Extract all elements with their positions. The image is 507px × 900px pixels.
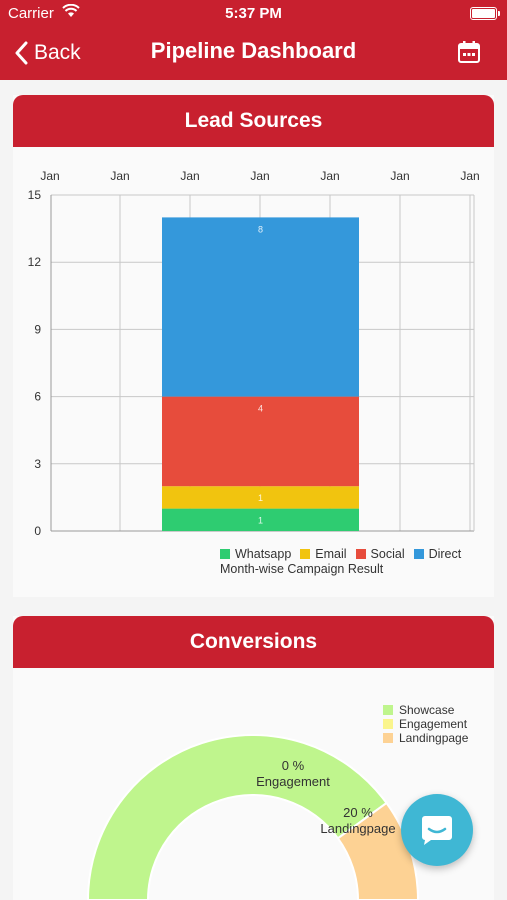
bar-segment-whatsapp bbox=[162, 508, 359, 531]
carrier-label: Carrier bbox=[8, 5, 54, 22]
bar-legend: Whatsapp Email Social Direct Month-wise Cam… bbox=[220, 547, 470, 576]
legend-item: Social bbox=[355, 547, 405, 561]
legend-item: Email bbox=[300, 547, 347, 561]
chat-button[interactable] bbox=[401, 794, 473, 866]
y-tick-label: 15 bbox=[28, 188, 42, 202]
legend-label: Showcase bbox=[399, 703, 455, 717]
y-tick-label: 12 bbox=[28, 255, 42, 269]
x-tick-label: Jan bbox=[40, 169, 59, 183]
chart-description: Month-wise Campaign Result bbox=[220, 562, 384, 576]
calendar-icon bbox=[458, 41, 480, 63]
x-tick-label: Jan bbox=[460, 169, 479, 183]
legend-swatch bbox=[383, 733, 393, 743]
pie-legend: Showcase Engagement Landingpage bbox=[383, 703, 468, 745]
x-tick-label: Jan bbox=[110, 169, 129, 183]
y-tick-label: 6 bbox=[34, 390, 41, 404]
conversions-chart: Showcase Engagement Landingpage 0 % Engage… bbox=[13, 668, 494, 900]
back-label: Back bbox=[34, 41, 81, 64]
legend-swatch bbox=[300, 549, 311, 559]
conversions-card: Conversions bbox=[13, 616, 494, 668]
x-tick-label: Jan bbox=[320, 169, 339, 183]
bar-value-label: 1 bbox=[258, 516, 263, 526]
y-tick-label: 3 bbox=[34, 457, 41, 471]
legend-swatch bbox=[383, 719, 393, 729]
bar-segment-direct bbox=[162, 217, 359, 397]
pie-legend-item: Engagement bbox=[383, 717, 468, 731]
y-tick-label: 0 bbox=[34, 524, 41, 538]
pie-slice-showcase bbox=[86, 734, 388, 900]
landingpage-slice-label: 20 % Landingpage bbox=[320, 805, 396, 836]
legend-label: Social bbox=[370, 547, 405, 561]
lead-sources-header: Lead Sources bbox=[13, 95, 494, 147]
x-tick-label: Jan bbox=[250, 169, 269, 183]
legend-swatch bbox=[383, 705, 393, 715]
app-header: Carrier 5:37 PM Back Pipeline Dashboard bbox=[0, 0, 507, 80]
pie-legend-item: Landingpage bbox=[383, 731, 468, 745]
calendar-button[interactable] bbox=[457, 40, 481, 69]
bar-value-label: 8 bbox=[258, 224, 263, 234]
legend-item: Direct bbox=[413, 547, 462, 561]
status-time: 5:37 PM bbox=[225, 5, 282, 22]
bar-value-label: 1 bbox=[258, 493, 263, 503]
bar-segment-email bbox=[162, 486, 359, 509]
legend-label: Landingpage bbox=[399, 731, 469, 745]
legend-label: Whatsapp bbox=[235, 547, 292, 561]
lead-sources-chart: 0 3 6 9 12 15 Jan Jan Jan Jan Jan Jan Jan 1 1 4 8 Whatsa… bbox=[13, 147, 494, 597]
x-tick-label: Jan bbox=[390, 169, 409, 183]
bar-segment-social bbox=[162, 396, 359, 487]
pie-legend-item: Showcase bbox=[383, 703, 468, 717]
battery-icon bbox=[470, 7, 500, 20]
legend-swatch bbox=[355, 549, 366, 559]
page-title: Pipeline Dashboard bbox=[150, 38, 357, 63]
engagement-slice-label: 0 % Engagement bbox=[256, 758, 330, 789]
conversions-header: Conversions bbox=[13, 616, 494, 668]
chat-icon bbox=[422, 816, 452, 845]
back-button[interactable]: Back bbox=[14, 36, 81, 70]
y-tick-label: 9 bbox=[34, 322, 41, 336]
legend-swatch bbox=[413, 549, 424, 559]
wifi-icon bbox=[62, 3, 80, 22]
lead-sources-card: Lead Sources bbox=[13, 95, 494, 147]
legend-label: Engagement bbox=[399, 717, 468, 731]
stacked-bar-chart: 0 3 6 9 12 15 Jan Jan Jan Jan Jan Jan Jan 1 1 4 8 bbox=[28, 169, 480, 538]
legend-item: Whatsapp bbox=[220, 547, 291, 561]
legend-label: Direct bbox=[428, 547, 462, 561]
bar-value-label: 4 bbox=[258, 404, 263, 414]
status-bar: Carrier 5:37 PM bbox=[0, 0, 507, 28]
x-tick-label: Jan bbox=[180, 169, 199, 183]
legend-label: Email bbox=[315, 547, 347, 561]
legend-swatch bbox=[220, 549, 230, 559]
chevron-left-icon bbox=[15, 41, 28, 65]
